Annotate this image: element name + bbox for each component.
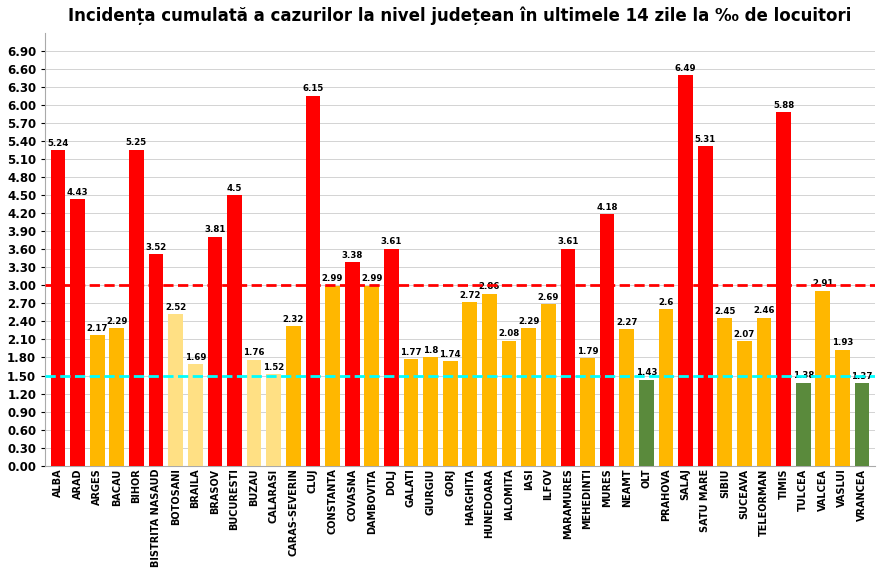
Text: 2.86: 2.86: [479, 282, 500, 291]
Bar: [168, 314, 183, 466]
Bar: [149, 254, 163, 466]
Bar: [325, 286, 340, 466]
Bar: [90, 335, 105, 466]
Bar: [678, 75, 693, 466]
Text: 2.6: 2.6: [658, 298, 674, 307]
Text: 3.52: 3.52: [146, 243, 167, 251]
Text: 1.77: 1.77: [400, 348, 422, 357]
Text: 3.61: 3.61: [557, 237, 579, 246]
Text: 1.52: 1.52: [263, 363, 284, 372]
Bar: [109, 328, 124, 466]
Text: 5.24: 5.24: [48, 139, 69, 148]
Bar: [561, 249, 575, 466]
Text: 2.29: 2.29: [106, 317, 128, 325]
Text: 2.91: 2.91: [812, 280, 833, 288]
Text: 4.5: 4.5: [227, 184, 243, 193]
Bar: [776, 112, 791, 466]
Bar: [443, 361, 458, 466]
Text: 1.79: 1.79: [577, 347, 598, 356]
Bar: [364, 286, 379, 466]
Bar: [228, 195, 242, 466]
Text: 2.69: 2.69: [538, 293, 559, 301]
Text: 2.27: 2.27: [616, 318, 638, 327]
Bar: [502, 340, 516, 466]
Bar: [816, 290, 830, 466]
Bar: [404, 359, 418, 466]
Bar: [188, 364, 203, 466]
Bar: [796, 383, 811, 466]
Bar: [266, 374, 281, 466]
Text: 2.45: 2.45: [714, 307, 736, 316]
Bar: [737, 341, 751, 466]
Bar: [482, 294, 497, 466]
Text: 2.99: 2.99: [361, 274, 383, 284]
Text: 6.49: 6.49: [675, 64, 696, 73]
Bar: [286, 326, 301, 466]
Bar: [757, 318, 772, 466]
Text: 1.43: 1.43: [636, 369, 657, 377]
Text: 2.99: 2.99: [322, 274, 343, 284]
Text: 3.38: 3.38: [341, 251, 363, 260]
Text: 1.38: 1.38: [793, 371, 814, 381]
Text: 5.25: 5.25: [126, 138, 147, 148]
Text: 5.88: 5.88: [773, 100, 794, 110]
Text: 2.46: 2.46: [753, 307, 774, 315]
Text: 1.69: 1.69: [184, 352, 206, 362]
Bar: [855, 383, 870, 466]
Bar: [580, 358, 594, 466]
Bar: [50, 150, 65, 466]
Text: 6.15: 6.15: [303, 84, 324, 94]
Text: 3.81: 3.81: [204, 225, 226, 234]
Bar: [129, 150, 144, 466]
Bar: [247, 360, 261, 466]
Bar: [462, 302, 477, 466]
Bar: [619, 329, 634, 466]
Text: 3.61: 3.61: [381, 237, 402, 246]
Text: 1.8: 1.8: [422, 346, 438, 355]
Bar: [541, 304, 556, 466]
Text: 1.74: 1.74: [439, 350, 461, 359]
Text: 2.32: 2.32: [282, 315, 304, 324]
Text: 2.29: 2.29: [518, 317, 540, 325]
Text: 2.52: 2.52: [165, 302, 186, 312]
Text: 4.43: 4.43: [67, 188, 88, 197]
Bar: [345, 262, 360, 466]
Bar: [600, 214, 615, 466]
Bar: [423, 358, 438, 466]
Bar: [521, 328, 536, 466]
Bar: [71, 199, 85, 466]
Bar: [659, 309, 673, 466]
Text: 2.72: 2.72: [459, 290, 481, 300]
Text: 1.76: 1.76: [243, 348, 265, 358]
Bar: [305, 96, 320, 466]
Bar: [698, 146, 713, 466]
Bar: [384, 249, 399, 466]
Text: 1.93: 1.93: [832, 338, 853, 347]
Text: 2.07: 2.07: [734, 330, 755, 339]
Text: 2.08: 2.08: [498, 329, 519, 338]
Title: Incidența cumulată a cazurilor la nivel județean în ultimele 14 zile la ‰ de loc: Incidența cumulată a cazurilor la nivel …: [68, 7, 852, 25]
Text: 2.17: 2.17: [86, 324, 108, 333]
Text: 4.18: 4.18: [596, 203, 618, 212]
Bar: [835, 350, 849, 466]
Bar: [639, 380, 654, 466]
Bar: [207, 236, 222, 466]
Text: 1.37: 1.37: [851, 372, 873, 381]
Bar: [717, 319, 732, 466]
Text: 5.31: 5.31: [694, 135, 716, 144]
